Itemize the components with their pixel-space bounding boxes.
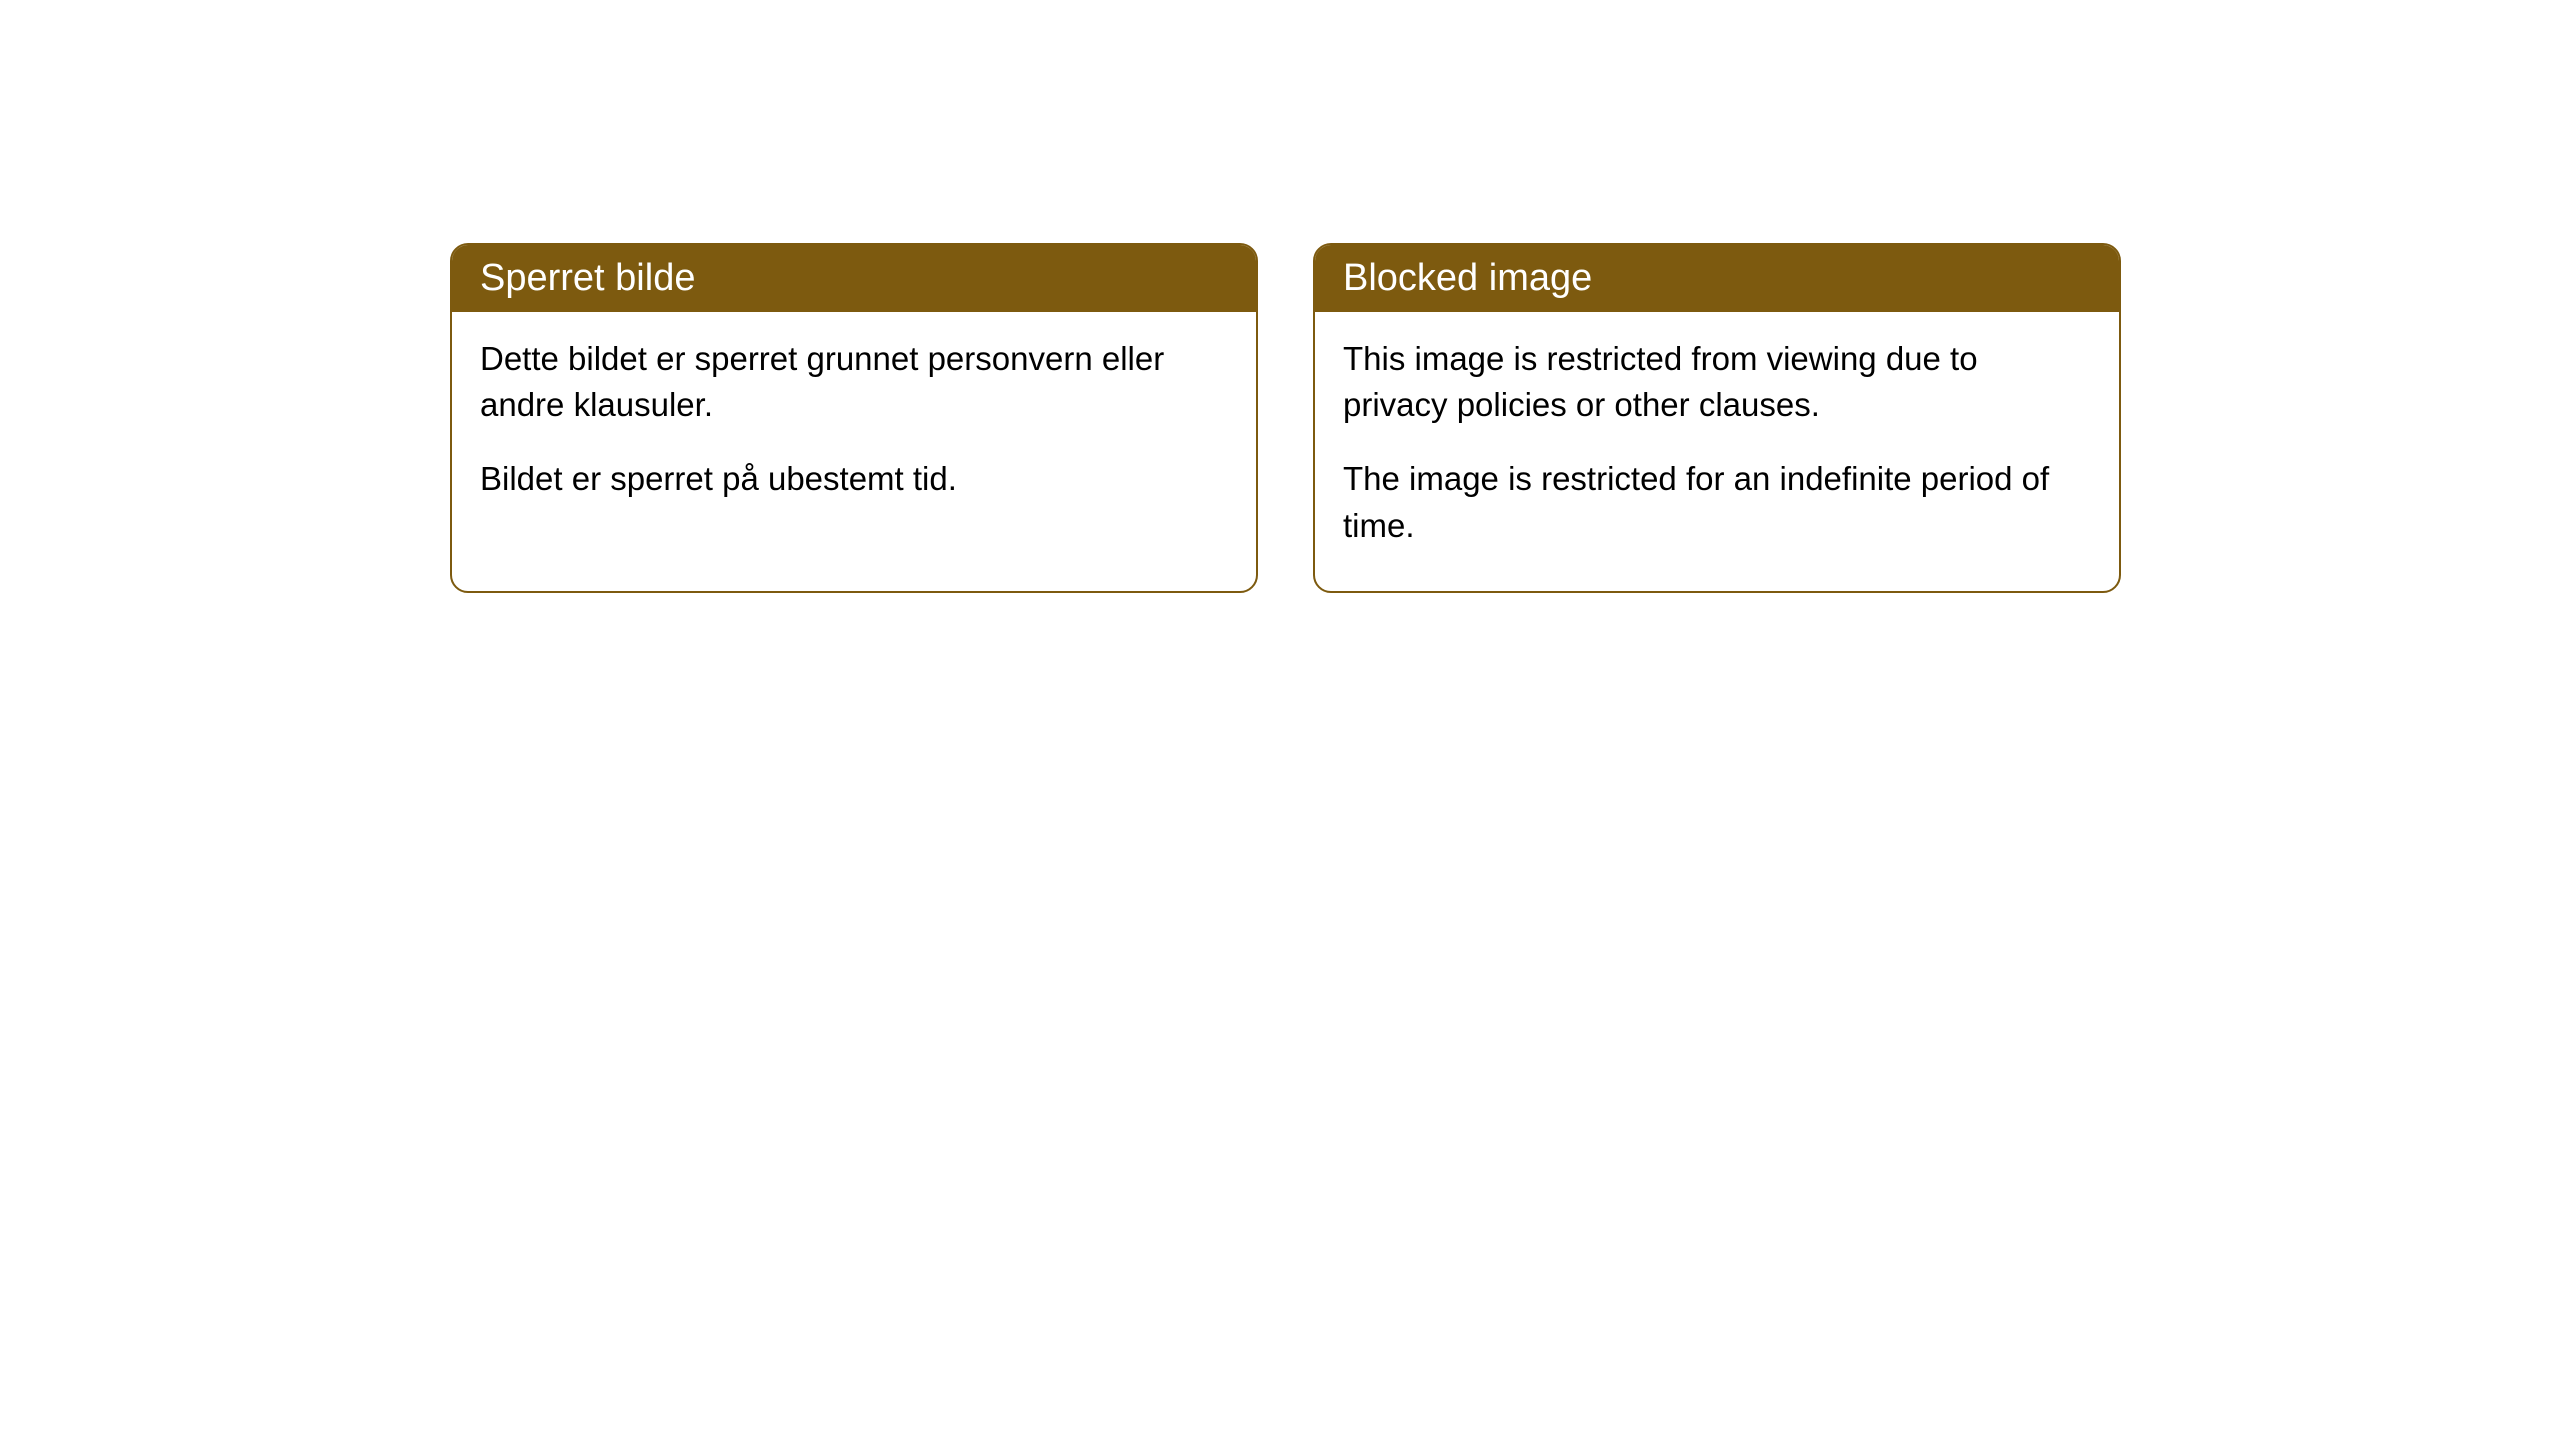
blocked-image-card-english: Blocked image This image is restricted f… bbox=[1313, 243, 2121, 593]
card-header: Sperret bilde bbox=[452, 245, 1256, 312]
card-title: Sperret bilde bbox=[480, 257, 695, 299]
card-body: This image is restricted from viewing du… bbox=[1315, 312, 2119, 591]
card-body: Dette bildet er sperret grunnet personve… bbox=[452, 312, 1256, 545]
card-paragraph: The image is restricted for an indefinit… bbox=[1343, 456, 2091, 548]
card-title: Blocked image bbox=[1343, 257, 1592, 299]
card-header: Blocked image bbox=[1315, 245, 2119, 312]
card-paragraph: This image is restricted from viewing du… bbox=[1343, 336, 2091, 428]
card-paragraph: Dette bildet er sperret grunnet personve… bbox=[480, 336, 1228, 428]
notice-cards-container: Sperret bilde Dette bildet er sperret gr… bbox=[0, 0, 2560, 593]
blocked-image-card-norwegian: Sperret bilde Dette bildet er sperret gr… bbox=[450, 243, 1258, 593]
card-paragraph: Bildet er sperret på ubestemt tid. bbox=[480, 456, 1228, 502]
